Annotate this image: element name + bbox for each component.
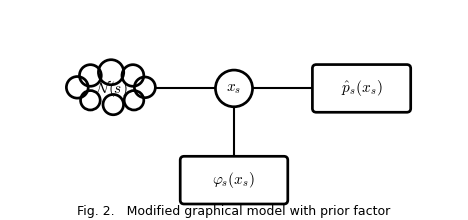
Circle shape <box>134 77 155 98</box>
Circle shape <box>122 65 144 86</box>
Circle shape <box>215 70 253 107</box>
Text: $\hat{p}_s(x_s)$: $\hat{p}_s(x_s)$ <box>341 78 382 98</box>
Text: $\mathcal{N}(s)$: $\mathcal{N}(s)$ <box>95 78 127 99</box>
Text: $\varphi_s(x_s)$: $\varphi_s(x_s)$ <box>212 170 256 190</box>
Circle shape <box>66 77 88 98</box>
Circle shape <box>124 91 144 110</box>
Circle shape <box>80 91 100 110</box>
Circle shape <box>103 94 124 115</box>
Text: Fig. 2.   Modified graphical model with prior factor: Fig. 2. Modified graphical model with pr… <box>77 205 391 218</box>
Text: $x_s$: $x_s$ <box>227 81 241 96</box>
FancyBboxPatch shape <box>180 156 288 204</box>
Circle shape <box>80 65 101 86</box>
Circle shape <box>98 60 124 85</box>
FancyBboxPatch shape <box>313 64 411 112</box>
